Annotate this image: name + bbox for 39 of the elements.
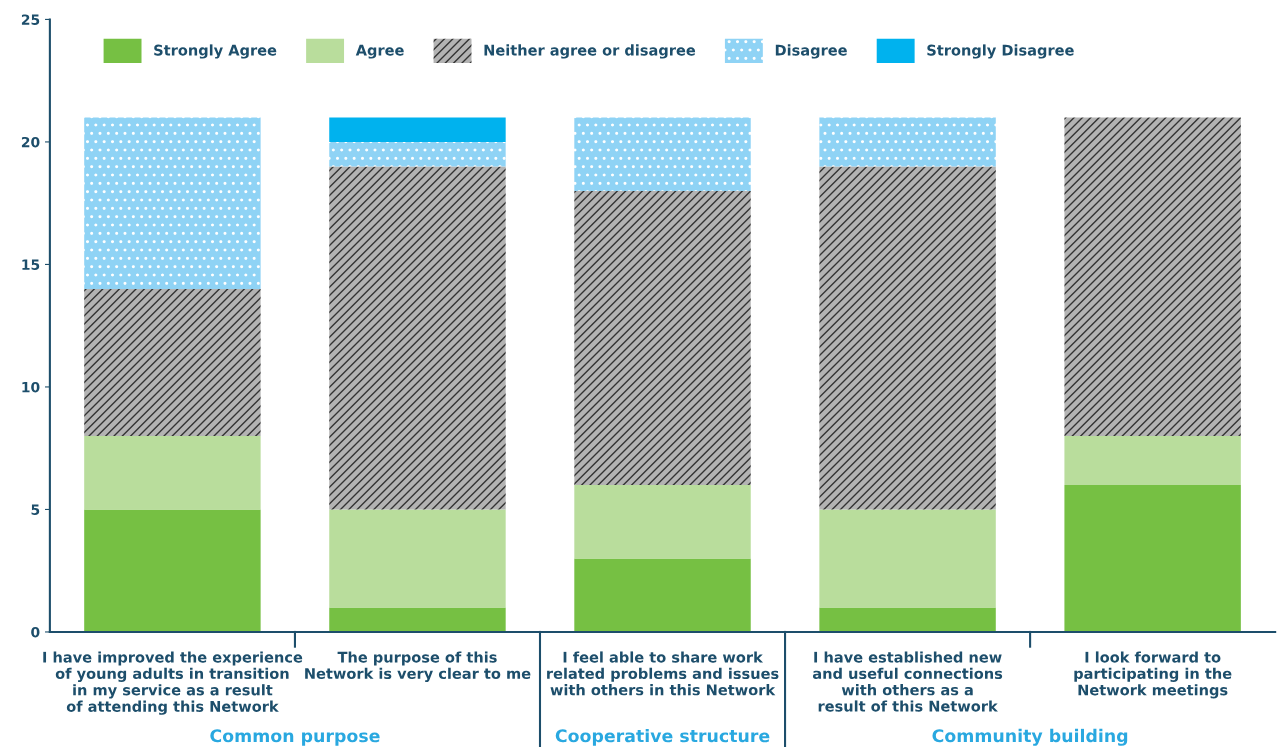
legend-label: Strongly Disagree (927, 44, 1074, 59)
legend-label: Agree (355, 44, 404, 59)
bar (819, 117, 996, 167)
x-tick-label: I feel able to share work related problems and issues with others in this Network (547, 651, 779, 696)
x-tick-label: I have established new and useful connections with others as a result of this Network (812, 651, 1003, 712)
bar (1064, 484, 1241, 632)
bar (329, 117, 506, 142)
bar (819, 509, 996, 608)
x-tick-label: I have improved the experience of young adults in transition in my service as a result of attending this Network (43, 651, 303, 715)
text: Common purpose (210, 729, 380, 746)
y-tick-label: 20 (21, 136, 40, 148)
text: Community building (932, 728, 1128, 746)
legend-label: Neither agree or disagree (484, 44, 696, 59)
y-tick-label: 25 (21, 14, 40, 25)
bar (574, 558, 751, 632)
x-tick-label: The purpose of this Network is very clear to me (305, 651, 531, 682)
bar (84, 117, 261, 289)
y-tick-label: 15 (22, 259, 40, 270)
y-tick-label: 10 (22, 381, 40, 393)
legend-label: Strongly Agree (154, 44, 277, 59)
bar (819, 166, 996, 510)
bar (574, 190, 751, 485)
bar (329, 166, 506, 510)
bar (329, 509, 506, 608)
bar (1064, 117, 1241, 436)
bar (84, 435, 261, 510)
bar (819, 607, 996, 632)
text: Cooperative structure (555, 728, 770, 746)
x-tick-label: I look forward to participating in the Network meetings (1074, 651, 1232, 699)
bar (574, 117, 751, 191)
y-tick-label: 0 (31, 626, 40, 638)
bar (329, 607, 506, 632)
legend-label: Disagree (775, 44, 847, 59)
bar (84, 288, 261, 436)
bar (329, 141, 506, 167)
bar (574, 484, 751, 559)
bar (84, 509, 261, 632)
y-tick-label: 5 (31, 504, 40, 515)
bar (1064, 435, 1241, 485)
